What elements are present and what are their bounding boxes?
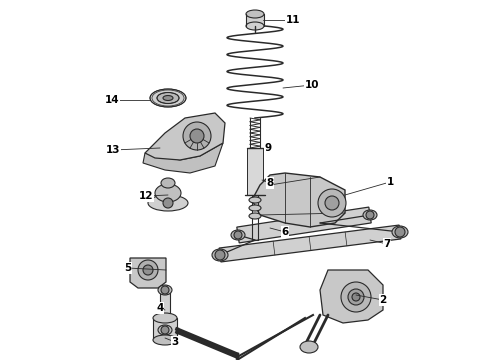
Text: 14: 14: [105, 95, 119, 105]
Ellipse shape: [300, 341, 318, 353]
Ellipse shape: [249, 205, 261, 211]
Circle shape: [366, 211, 374, 219]
Circle shape: [341, 282, 371, 312]
Circle shape: [352, 293, 360, 301]
Circle shape: [395, 227, 405, 237]
Text: 9: 9: [265, 143, 271, 153]
Circle shape: [348, 289, 364, 305]
Circle shape: [161, 326, 169, 334]
Polygon shape: [252, 173, 345, 227]
Circle shape: [138, 260, 158, 280]
Circle shape: [161, 286, 169, 294]
Circle shape: [318, 189, 346, 217]
Ellipse shape: [150, 89, 186, 107]
Ellipse shape: [153, 335, 177, 345]
Ellipse shape: [246, 22, 264, 30]
Ellipse shape: [158, 285, 172, 295]
Bar: [160, 290, 170, 330]
Circle shape: [143, 265, 153, 275]
Circle shape: [190, 129, 204, 143]
Ellipse shape: [157, 93, 179, 104]
Bar: [153, 318, 177, 340]
Ellipse shape: [231, 230, 245, 240]
Text: 11: 11: [286, 15, 300, 25]
Ellipse shape: [153, 313, 177, 323]
Circle shape: [163, 198, 173, 208]
Ellipse shape: [155, 184, 181, 202]
Ellipse shape: [392, 226, 408, 238]
Circle shape: [234, 231, 242, 239]
Text: 7: 7: [383, 239, 391, 249]
Text: 4: 4: [156, 303, 164, 313]
Ellipse shape: [212, 249, 228, 261]
Polygon shape: [237, 207, 371, 243]
Ellipse shape: [148, 195, 188, 211]
Ellipse shape: [363, 210, 377, 220]
Text: 8: 8: [267, 178, 273, 188]
Text: 1: 1: [387, 177, 393, 187]
Bar: [246, 14, 264, 26]
Text: 5: 5: [124, 263, 132, 273]
Text: 2: 2: [379, 295, 387, 305]
Text: 13: 13: [106, 145, 120, 155]
Ellipse shape: [158, 325, 172, 335]
Circle shape: [183, 122, 211, 150]
Circle shape: [325, 196, 339, 210]
Ellipse shape: [246, 10, 264, 18]
Bar: [247, 148, 263, 195]
Polygon shape: [145, 113, 225, 160]
Text: 12: 12: [139, 191, 153, 201]
Ellipse shape: [163, 95, 173, 100]
Polygon shape: [219, 225, 401, 262]
Ellipse shape: [161, 178, 175, 188]
Polygon shape: [320, 270, 383, 323]
Text: 3: 3: [172, 337, 179, 347]
Polygon shape: [143, 143, 223, 173]
Ellipse shape: [249, 213, 261, 219]
Text: 6: 6: [281, 227, 289, 237]
Circle shape: [215, 250, 225, 260]
Text: 10: 10: [305, 80, 319, 90]
Ellipse shape: [249, 197, 261, 203]
Polygon shape: [130, 258, 166, 288]
